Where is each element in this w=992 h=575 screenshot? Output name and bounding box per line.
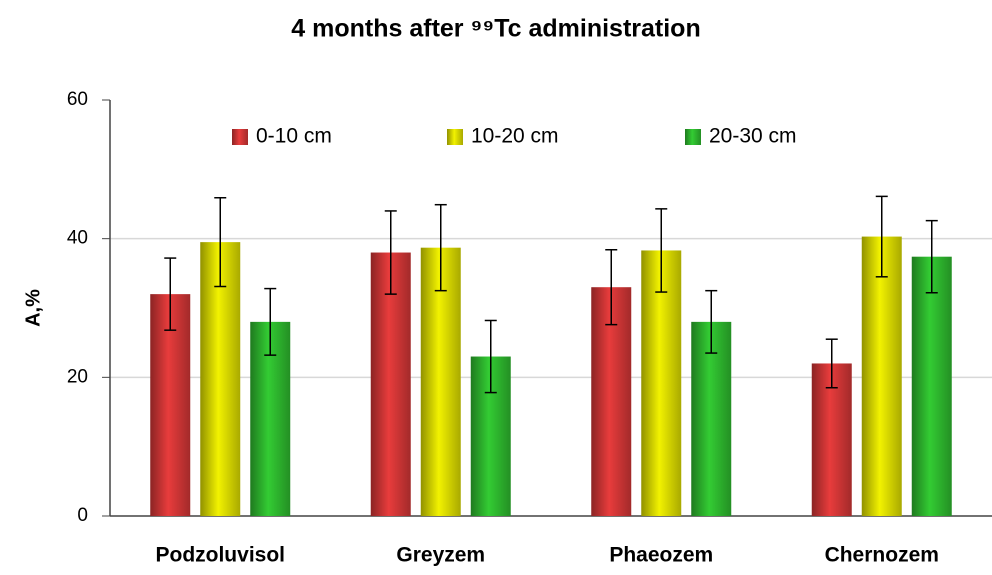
error-bar (825, 338, 838, 389)
x-tick-label: Greyzem (396, 544, 485, 567)
bar (861, 236, 902, 516)
y-tick-label: 20 (67, 366, 88, 387)
bar (370, 252, 411, 517)
error-bar (875, 195, 888, 278)
legend-swatch (232, 129, 248, 145)
chart-title: 4 months after ⁹⁹Tc administration (291, 15, 700, 43)
error-bar (264, 287, 277, 356)
bar (150, 294, 191, 516)
y-axis-label: A,% (22, 289, 44, 327)
legend-swatch (685, 129, 701, 145)
error-bar (214, 197, 227, 288)
bar (200, 242, 241, 516)
x-tick-label: Phaeozem (609, 544, 713, 567)
y-tick-label: 60 (67, 89, 88, 110)
bar (641, 250, 682, 516)
bar (811, 363, 852, 516)
error-bar (484, 319, 497, 394)
error-bar (925, 219, 938, 294)
error-bar (605, 249, 618, 326)
error-bar (384, 210, 397, 295)
legend-swatch (447, 129, 463, 145)
y-tick-label: 0 (77, 505, 88, 526)
bar (911, 256, 952, 516)
error-bar (705, 289, 718, 354)
x-tick-label: Chernozem (825, 544, 939, 567)
bar (420, 247, 461, 516)
error-bar (655, 208, 668, 293)
legend-label: 20-30 cm (709, 125, 797, 148)
legend-label: 10-20 cm (471, 125, 559, 148)
bar (691, 321, 732, 516)
error-bar (434, 203, 447, 292)
error-bar (164, 257, 177, 331)
x-tick-label: Podzoluvisol (155, 544, 285, 567)
y-tick-label: 40 (67, 228, 88, 249)
legend-label: 0-10 cm (256, 125, 332, 148)
